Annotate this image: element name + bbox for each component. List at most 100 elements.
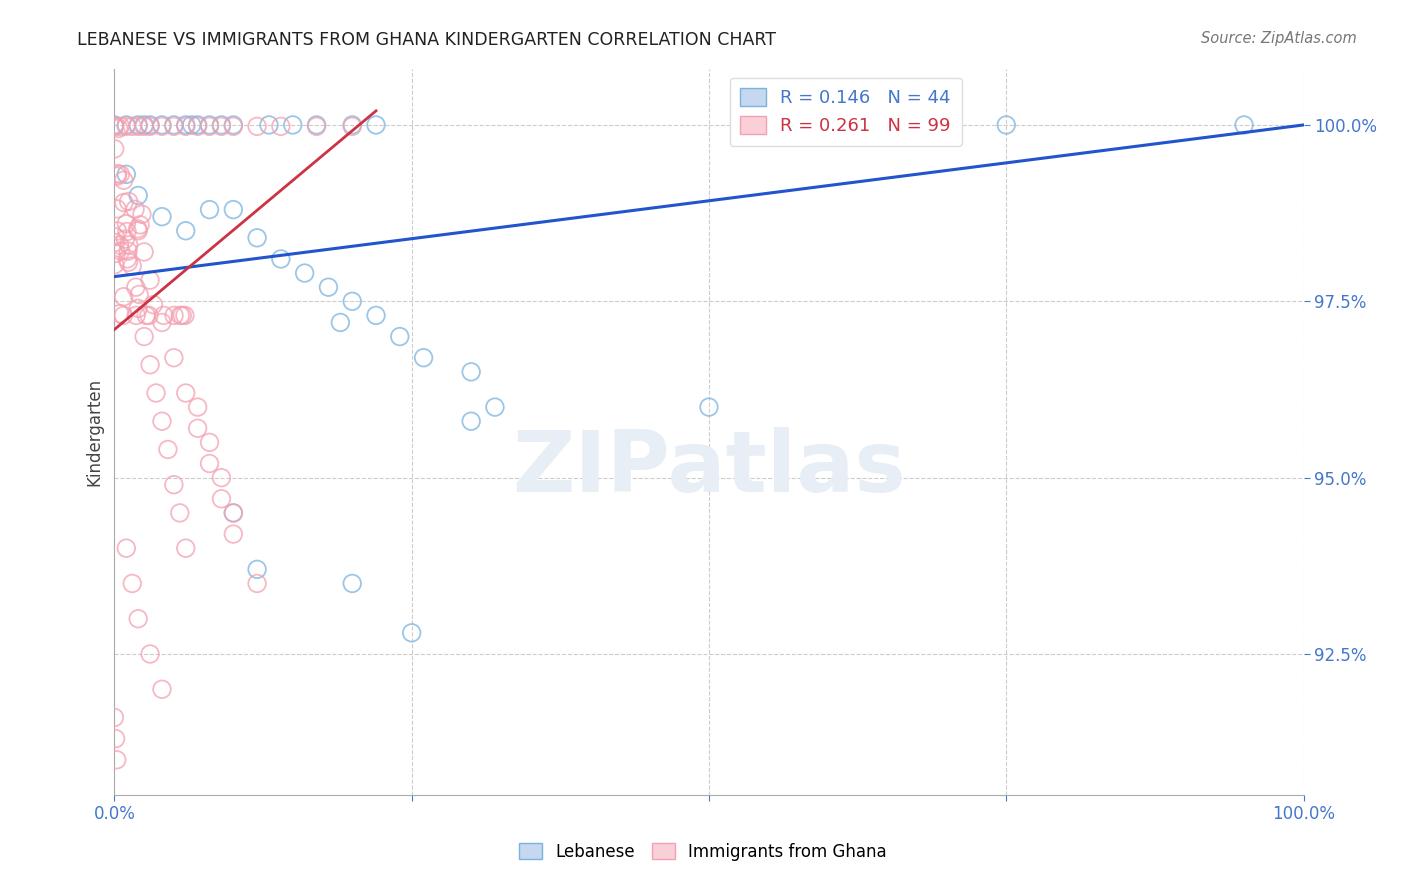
Point — [187, 421, 209, 435]
Point — [104, 235, 127, 250]
Point — [364, 309, 387, 323]
Point — [128, 287, 150, 301]
Point — [135, 309, 157, 323]
Point — [107, 167, 129, 181]
Point — [198, 435, 221, 450]
Point — [117, 244, 139, 258]
Point — [342, 294, 364, 309]
Point — [222, 506, 245, 520]
Point — [134, 329, 156, 343]
Point — [150, 210, 173, 224]
Point — [103, 120, 125, 134]
Point — [127, 188, 149, 202]
Point — [131, 207, 153, 221]
Point — [198, 120, 221, 134]
Point — [163, 351, 186, 365]
Point — [364, 118, 387, 132]
Point — [222, 202, 245, 217]
Point — [104, 229, 127, 244]
Point — [115, 225, 138, 239]
Point — [129, 218, 152, 232]
Point — [1233, 118, 1256, 132]
Legend: R = 0.146   N = 44, R = 0.261   N = 99: R = 0.146 N = 44, R = 0.261 N = 99 — [730, 78, 962, 146]
Point — [180, 118, 202, 132]
Point — [222, 120, 245, 134]
Point — [484, 400, 506, 414]
Point — [342, 118, 364, 132]
Point — [152, 309, 174, 323]
Point — [108, 238, 131, 252]
Point — [156, 442, 179, 457]
Point — [139, 118, 162, 132]
Point — [163, 477, 186, 491]
Point — [110, 167, 132, 181]
Point — [103, 120, 125, 134]
Point — [127, 224, 149, 238]
Point — [150, 118, 173, 132]
Point — [342, 576, 364, 591]
Point — [281, 118, 304, 132]
Point — [125, 309, 148, 323]
Point — [174, 118, 197, 132]
Point — [127, 222, 149, 236]
Point — [112, 173, 135, 187]
Point — [110, 244, 132, 258]
Point — [995, 118, 1018, 132]
Point — [198, 457, 221, 471]
Point — [174, 224, 197, 238]
Point — [257, 118, 280, 132]
Point — [209, 491, 232, 506]
Point — [169, 506, 191, 520]
Point — [115, 541, 138, 556]
Point — [134, 118, 156, 132]
Point — [388, 329, 411, 343]
Point — [112, 195, 135, 210]
Point — [115, 120, 138, 134]
Point — [134, 244, 156, 259]
Point — [460, 365, 482, 379]
Point — [121, 576, 143, 591]
Point — [127, 120, 149, 134]
Point — [104, 731, 127, 746]
Point — [134, 120, 156, 134]
Point — [172, 309, 194, 323]
Point — [246, 120, 269, 134]
Legend: Lebanese, Immigrants from Ghana: Lebanese, Immigrants from Ghana — [512, 837, 894, 868]
Point — [117, 252, 139, 266]
Point — [108, 307, 131, 321]
Point — [294, 266, 316, 280]
Point — [270, 120, 292, 134]
Point — [305, 120, 328, 134]
Point — [187, 400, 209, 414]
Point — [103, 258, 125, 272]
Point — [318, 280, 340, 294]
Point — [105, 202, 128, 216]
Point — [174, 386, 197, 401]
Point — [112, 309, 135, 323]
Text: Source: ZipAtlas.com: Source: ZipAtlas.com — [1201, 31, 1357, 46]
Point — [107, 224, 129, 238]
Point — [105, 169, 128, 184]
Point — [127, 301, 149, 316]
Point — [246, 231, 269, 245]
Point — [246, 562, 269, 576]
Point — [103, 118, 125, 132]
Point — [121, 120, 143, 134]
Point — [125, 280, 148, 294]
Point — [115, 217, 138, 231]
Point — [121, 259, 143, 273]
Point — [198, 118, 221, 132]
Point — [270, 252, 292, 266]
Point — [222, 118, 245, 132]
Point — [222, 506, 245, 520]
Point — [112, 290, 135, 304]
Point — [697, 400, 720, 414]
Point — [412, 351, 434, 365]
Point — [150, 682, 173, 697]
Point — [209, 118, 232, 132]
Point — [174, 120, 197, 134]
Point — [110, 120, 132, 134]
Point — [139, 647, 162, 661]
Point — [209, 470, 232, 484]
Point — [305, 118, 328, 132]
